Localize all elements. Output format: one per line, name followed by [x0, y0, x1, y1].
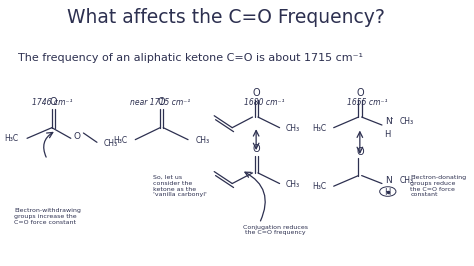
Text: What affects the C=O Frequency?: What affects the C=O Frequency?	[66, 8, 384, 27]
Text: CH₃: CH₃	[400, 176, 414, 185]
Text: CH₃: CH₃	[285, 124, 300, 133]
Text: The frequency of an aliphatic ketone C=O is about 1715 cm⁻¹: The frequency of an aliphatic ketone C=O…	[18, 53, 363, 63]
Text: O: O	[356, 147, 364, 157]
Text: H₃C: H₃C	[4, 134, 18, 143]
Text: O: O	[73, 132, 80, 142]
Text: O: O	[356, 88, 364, 98]
Text: O: O	[252, 88, 260, 98]
Text: H₃C: H₃C	[312, 182, 326, 191]
Text: CH₃: CH₃	[104, 139, 118, 148]
Text: 1746 cm⁻¹: 1746 cm⁻¹	[32, 98, 72, 107]
Text: 1655 cm⁻¹: 1655 cm⁻¹	[347, 98, 388, 107]
Text: H: H	[384, 188, 391, 197]
Text: 1680 cm⁻¹: 1680 cm⁻¹	[244, 98, 284, 107]
Text: H₃C: H₃C	[113, 136, 128, 145]
Text: O: O	[252, 144, 260, 154]
Text: H₃C: H₃C	[312, 124, 326, 133]
Text: CH₃: CH₃	[195, 136, 210, 145]
Text: O: O	[158, 97, 165, 107]
Text: CH₃: CH₃	[400, 117, 414, 126]
Text: O: O	[49, 97, 57, 107]
Text: H: H	[384, 130, 391, 139]
Text: Electron-withdrawing
groups increase the
C=O force constant: Electron-withdrawing groups increase the…	[14, 209, 81, 225]
Text: So, let us
consider the
ketone as the
'vanilla carbonyl': So, let us consider the ketone as the 'v…	[153, 175, 207, 197]
Text: ··: ··	[389, 116, 394, 122]
Text: near 1715 cm⁻¹: near 1715 cm⁻¹	[130, 98, 190, 107]
Text: CH₃: CH₃	[285, 180, 300, 189]
Text: Electron-donating
groups reduce
the C=O force
constant: Electron-donating groups reduce the C=O …	[410, 175, 466, 197]
Text: Conjugation reduces
the C=O frequency: Conjugation reduces the C=O frequency	[243, 225, 308, 235]
Text: N: N	[385, 176, 392, 185]
Text: N: N	[385, 117, 392, 126]
